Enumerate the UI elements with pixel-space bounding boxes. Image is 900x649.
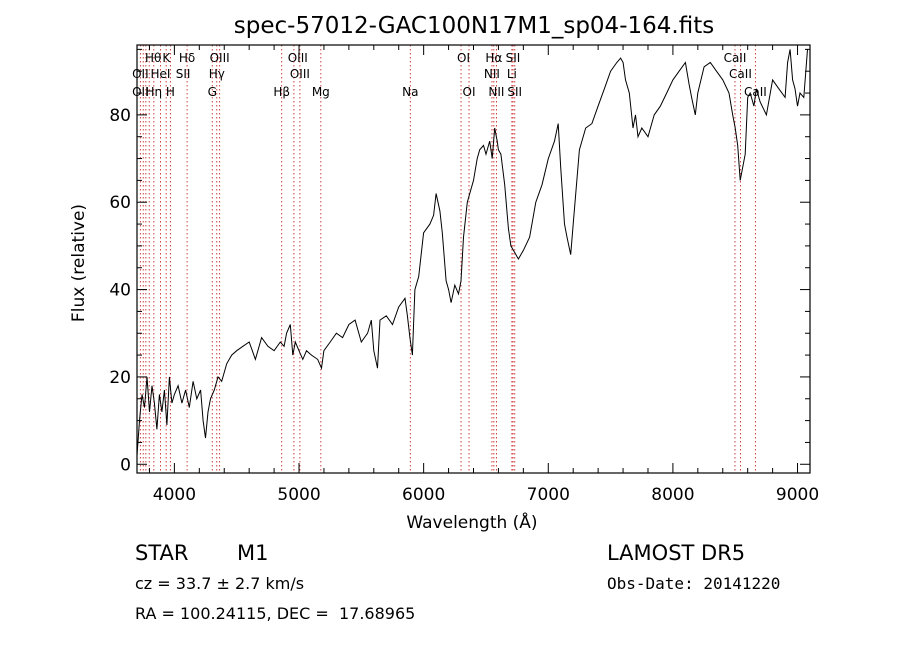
object-subclass: M1 — [237, 541, 269, 565]
x-tick-label: 9000 — [776, 485, 819, 505]
emission-line-labels: Hθ K Hδ OIII OIII OI Hα SII CaII OII HeI SII Hγ OIII N… — [132, 51, 767, 99]
coordinates: RA = 100.24115, DEC = 17.68965 — [135, 604, 416, 623]
x-tick-label: 7000 — [527, 485, 570, 505]
x-tick-label: 4000 — [153, 485, 196, 505]
y-tick-label: 20 — [109, 368, 131, 388]
x-tick-label: 6000 — [402, 485, 445, 505]
line-label: OI — [457, 51, 470, 65]
line-label: CaII — [744, 85, 767, 99]
line-label: Na — [402, 85, 418, 99]
line-label: SII — [507, 85, 522, 99]
redshift-velocity: cz = 33.7 ± 2.7 km/s — [135, 574, 305, 593]
line-label: NII — [488, 85, 504, 99]
line-label: Li — [507, 67, 517, 81]
line-label: OIII — [210, 51, 230, 65]
y-axis-label: Flux (relative) — [69, 204, 89, 322]
line-label: NII — [484, 67, 500, 81]
line-label: H — [166, 85, 175, 99]
observation-date: Obs-Date: 20141220 — [607, 574, 781, 593]
line-label: OIII — [290, 67, 310, 81]
line-label: SII — [176, 67, 191, 81]
survey-name: LAMOST DR5 — [607, 541, 746, 565]
x-axis-label: Wavelength (Å) — [406, 511, 537, 533]
line-label: Hγ — [209, 67, 225, 81]
y-tick-label: 60 — [109, 193, 131, 213]
object-class: STAR — [135, 541, 189, 565]
plot-frame — [136, 44, 811, 474]
line-label: Hη — [146, 85, 163, 99]
emission-line-markers — [139, 45, 756, 473]
line-label: K — [162, 51, 171, 65]
line-label: Hα — [485, 51, 502, 65]
y-tick-label: 80 — [109, 106, 131, 126]
line-label: Mg — [312, 85, 330, 99]
line-label: G — [208, 85, 217, 99]
y-tick-label: 0 — [120, 455, 131, 475]
y-tick-label: 40 — [109, 281, 131, 301]
line-label: HeI — [150, 67, 170, 81]
chart-title: spec-57012-GAC100N17M1_sp04-164.fits — [234, 13, 714, 39]
y-axis: 0 20 40 60 80 — [109, 48, 810, 475]
x-tick-label: 5000 — [277, 485, 320, 505]
spectrum-line — [136, 49, 808, 456]
x-axis: 4000 5000 6000 7000 8000 9000 — [148, 45, 819, 505]
line-label: Hδ — [179, 51, 195, 65]
line-label: OII — [132, 67, 149, 81]
line-label: SII — [506, 51, 521, 65]
line-label: CaII — [729, 67, 752, 81]
line-label: Hθ — [145, 51, 161, 65]
line-label: CaII — [724, 51, 747, 65]
x-tick-label: 8000 — [651, 485, 694, 505]
line-label: OI — [463, 85, 476, 99]
line-label: OII — [132, 85, 149, 99]
line-label: Hβ — [273, 85, 290, 99]
line-label: OIII — [288, 51, 308, 65]
